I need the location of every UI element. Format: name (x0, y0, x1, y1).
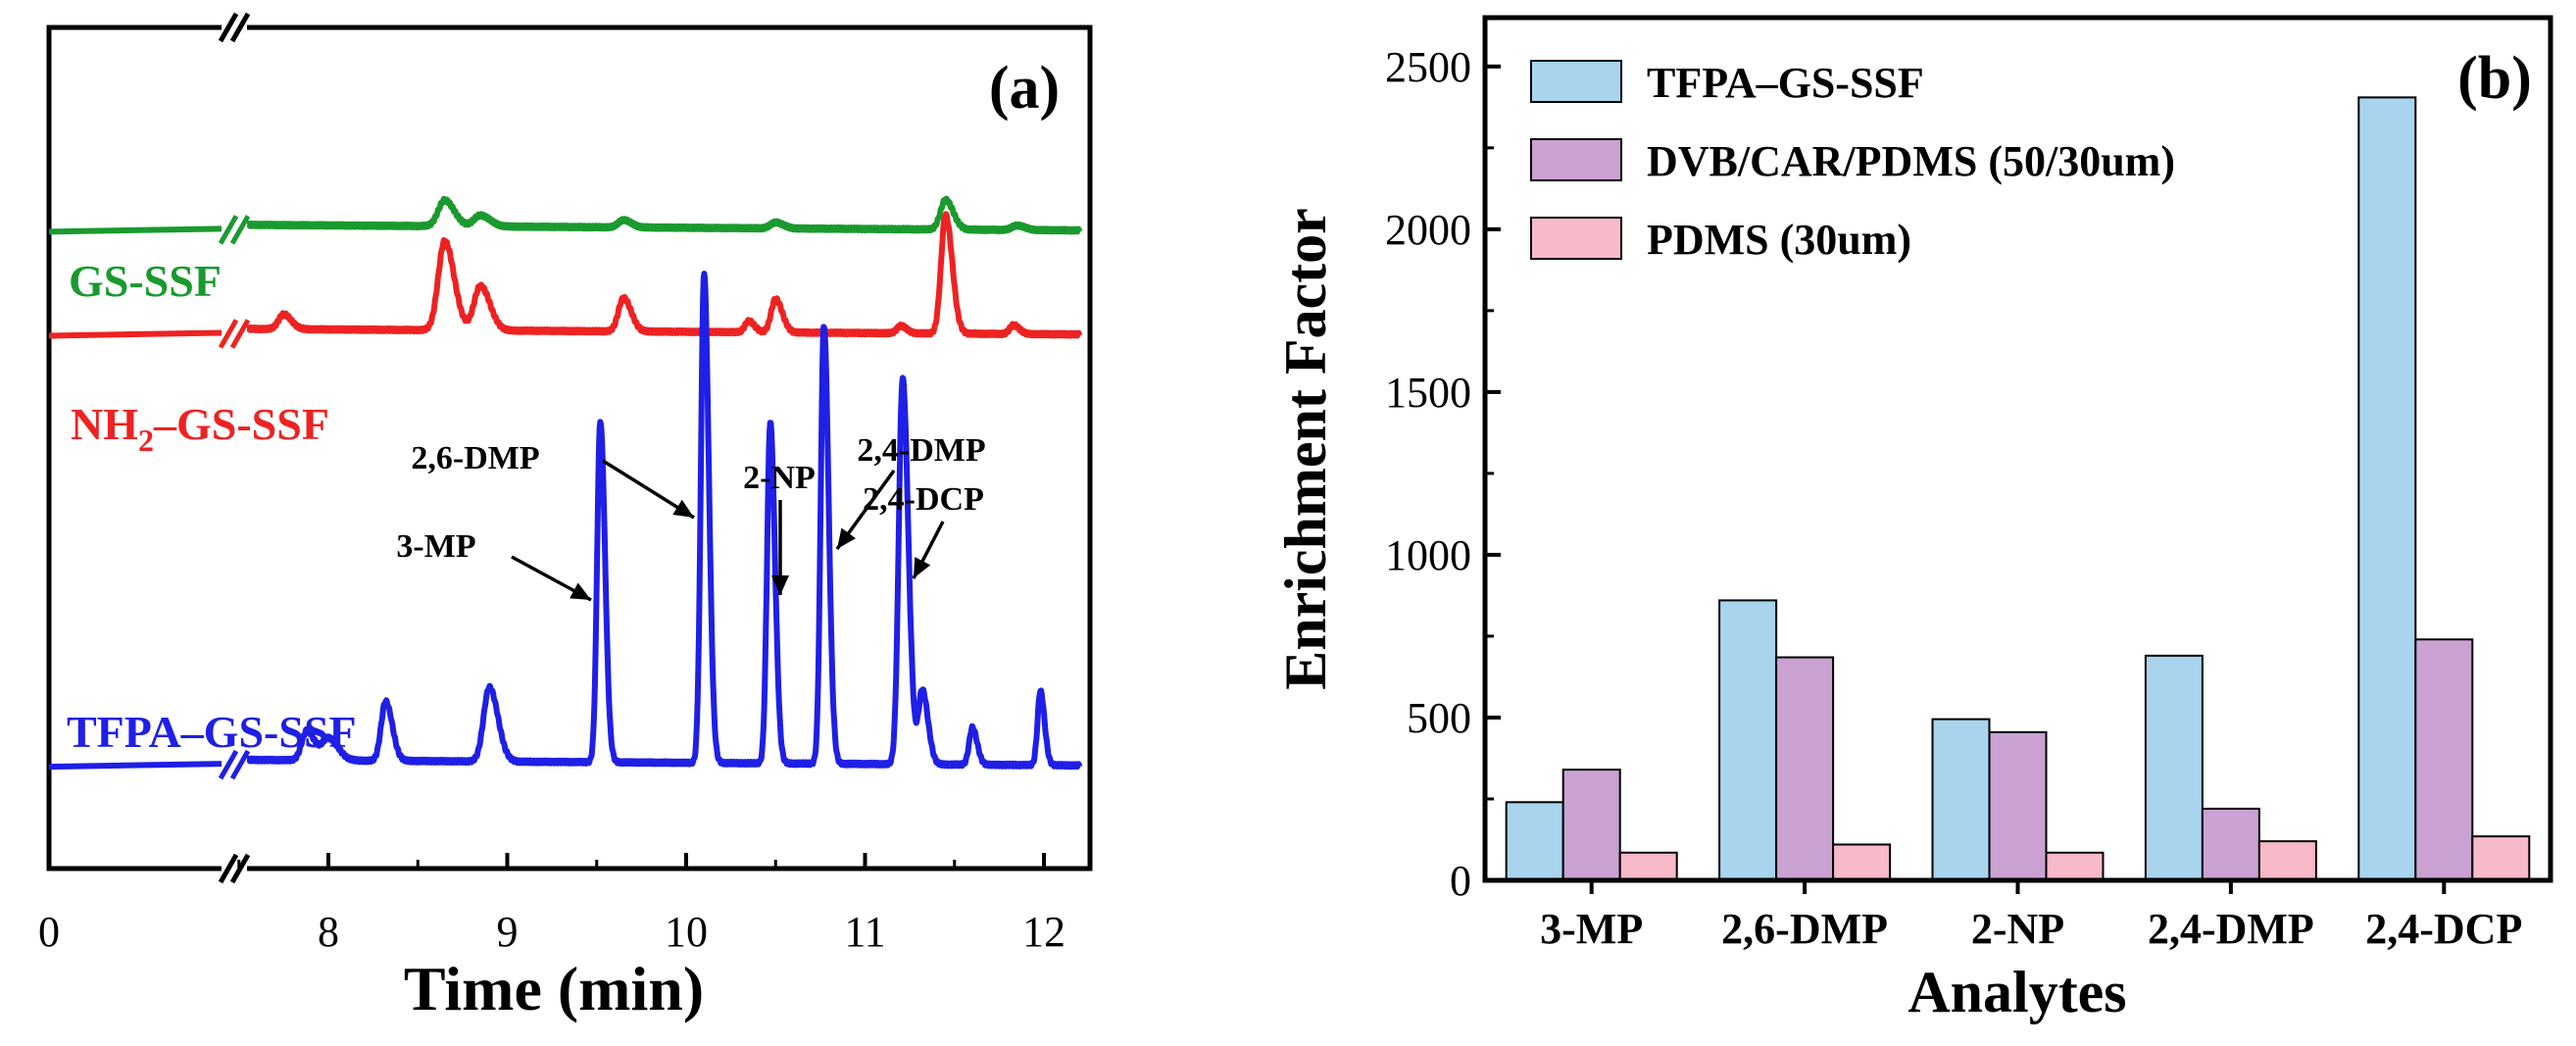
axis-break-mark (218, 215, 239, 245)
x-tick-label: 9 (497, 908, 519, 956)
panel-b-label: (b) (2457, 45, 2532, 112)
panel-a-label: (a) (989, 55, 1060, 122)
bar-DVB/CAR/PDMS (50/30um)-3-MP (1561, 769, 1621, 882)
legend-label-2: PDMS (30um) (1647, 216, 1911, 264)
bar-PDMS (30um)-2,4-DMP (2257, 840, 2317, 881)
x-tick-label: 11 (844, 908, 885, 956)
bar-PDMS (30um)-2,6-DMP (1832, 843, 1892, 881)
category-label-2-NP: 2-NP (1971, 905, 2064, 953)
peak-annotation-2,6-DMP: 2,6-DMP (411, 440, 539, 476)
bar-DVB/CAR/PDMS (50/30um)-2,4-DCP (2414, 638, 2474, 882)
legend-swatch-0 (1530, 60, 1622, 103)
panel-a-frame (46, 25, 1093, 872)
chromatogram-series-2 (245, 271, 1083, 771)
bar-PDMS (30um)-3-MP (1618, 851, 1678, 881)
series-label-nh2-gs-ssf: NH2–GS-SSF (71, 399, 329, 458)
bar-TFPA–GS-SSF-3-MP (1505, 801, 1564, 881)
axis-break-mark (229, 749, 251, 780)
peak-annotation-2,4-DCP: 2,4-DCP (863, 481, 984, 518)
bar-DVB/CAR/PDMS (50/30um)-2-NP (1988, 730, 2048, 881)
panel-a-x-axis-title: Time (min) (404, 954, 704, 1023)
y-tick-label: 2000 (1385, 206, 1471, 254)
panel-b-y-axis-title: Enrichment Factor (1273, 208, 1338, 690)
panel-b-x-axis-title: Analytes (1907, 960, 2126, 1024)
x-tick-label: 8 (318, 908, 339, 956)
legend-swatch-1 (1530, 138, 1622, 181)
axis-break-mark (229, 12, 251, 43)
bar-TFPA–GS-SSF-2,6-DMP (1718, 599, 1778, 881)
axis-break-mark (229, 215, 251, 245)
y-tick-label: 0 (1450, 857, 1471, 905)
peak-annotation-arrowhead (771, 575, 789, 595)
legend-label-1: DVB/CAR/PDMS (50/30um) (1647, 137, 2175, 185)
category-label-2,4-DMP: 2,4-DMP (2148, 905, 2314, 953)
bar-DVB/CAR/PDMS (50/30um)-2,6-DMP (1775, 656, 1835, 882)
category-label-3-MP: 3-MP (1540, 905, 1643, 953)
y-tick-label: 1500 (1385, 369, 1471, 417)
peak-annotation-arrowhead (570, 582, 591, 600)
bar-PDMS (30um)-2,4-DCP (2471, 835, 2531, 881)
axis-break-mark (218, 12, 239, 43)
peak-annotation-2-NP: 2-NP (743, 460, 816, 496)
legend-swatch-2 (1530, 217, 1622, 260)
axis-break-mark (218, 749, 239, 780)
peak-annotation-arrowhead (914, 557, 931, 578)
chromatogram-pre-break-segment (49, 225, 223, 235)
chromatogram-pre-break-segment (49, 761, 223, 771)
bar-PDMS (30um)-2-NP (2045, 851, 2105, 881)
series-label-gs-ssf: GS-SSF (69, 256, 222, 306)
y-tick-label: 500 (1407, 694, 1471, 742)
bar-TFPA–GS-SSF-2,4-DCP (2357, 96, 2417, 881)
chromatogram-pre-break-segment (49, 329, 223, 339)
chromatogram-series-1 (245, 211, 1083, 339)
legend-label-0: TFPA–GS-SSF (1647, 59, 1924, 107)
y-tick-label: 1000 (1385, 531, 1471, 579)
x-tick-label: 10 (665, 908, 708, 956)
x-tick-label: 0 (38, 908, 60, 956)
y-tick-label: 2500 (1385, 43, 1471, 91)
bar-DVB/CAR/PDMS (50/30um)-2,4-DMP (2201, 807, 2260, 882)
peak-annotation-3-MP: 3-MP (396, 528, 475, 565)
bar-TFPA–GS-SSF-2-NP (1931, 718, 1991, 881)
panel-a-chromatogram: 0 8 9 10 11 12 3-MP2,6-DMP2-NP2,4-DMP2,4-DCP … (38, 12, 1093, 1023)
series-label-tfpa-gs-ssf: TFPA–GS-SSF (67, 707, 357, 757)
panel-b-bar-chart: 0 500 1000 1500 2000 2500 3-MP 2,6-DMP 2-NP 2,4-… (1273, 15, 2553, 1024)
bar-TFPA–GS-SSF-2,4-DMP (2144, 654, 2204, 881)
category-label-2,4-DCP: 2,4-DCP (2365, 905, 2522, 953)
axis-break-mark (218, 319, 239, 349)
peak-annotation-2,4-DMP: 2,4-DMP (857, 432, 985, 469)
peak-annotation-arrowhead (672, 499, 694, 518)
axis-break-mark (229, 319, 251, 349)
x-tick-label: 12 (1022, 908, 1065, 956)
axis-break-mark (218, 853, 239, 884)
chromatogram-series-0 (245, 195, 1083, 235)
peak-annotation-arrowhead (837, 527, 857, 549)
category-label-2,6-DMP: 2,6-DMP (1721, 905, 1888, 953)
